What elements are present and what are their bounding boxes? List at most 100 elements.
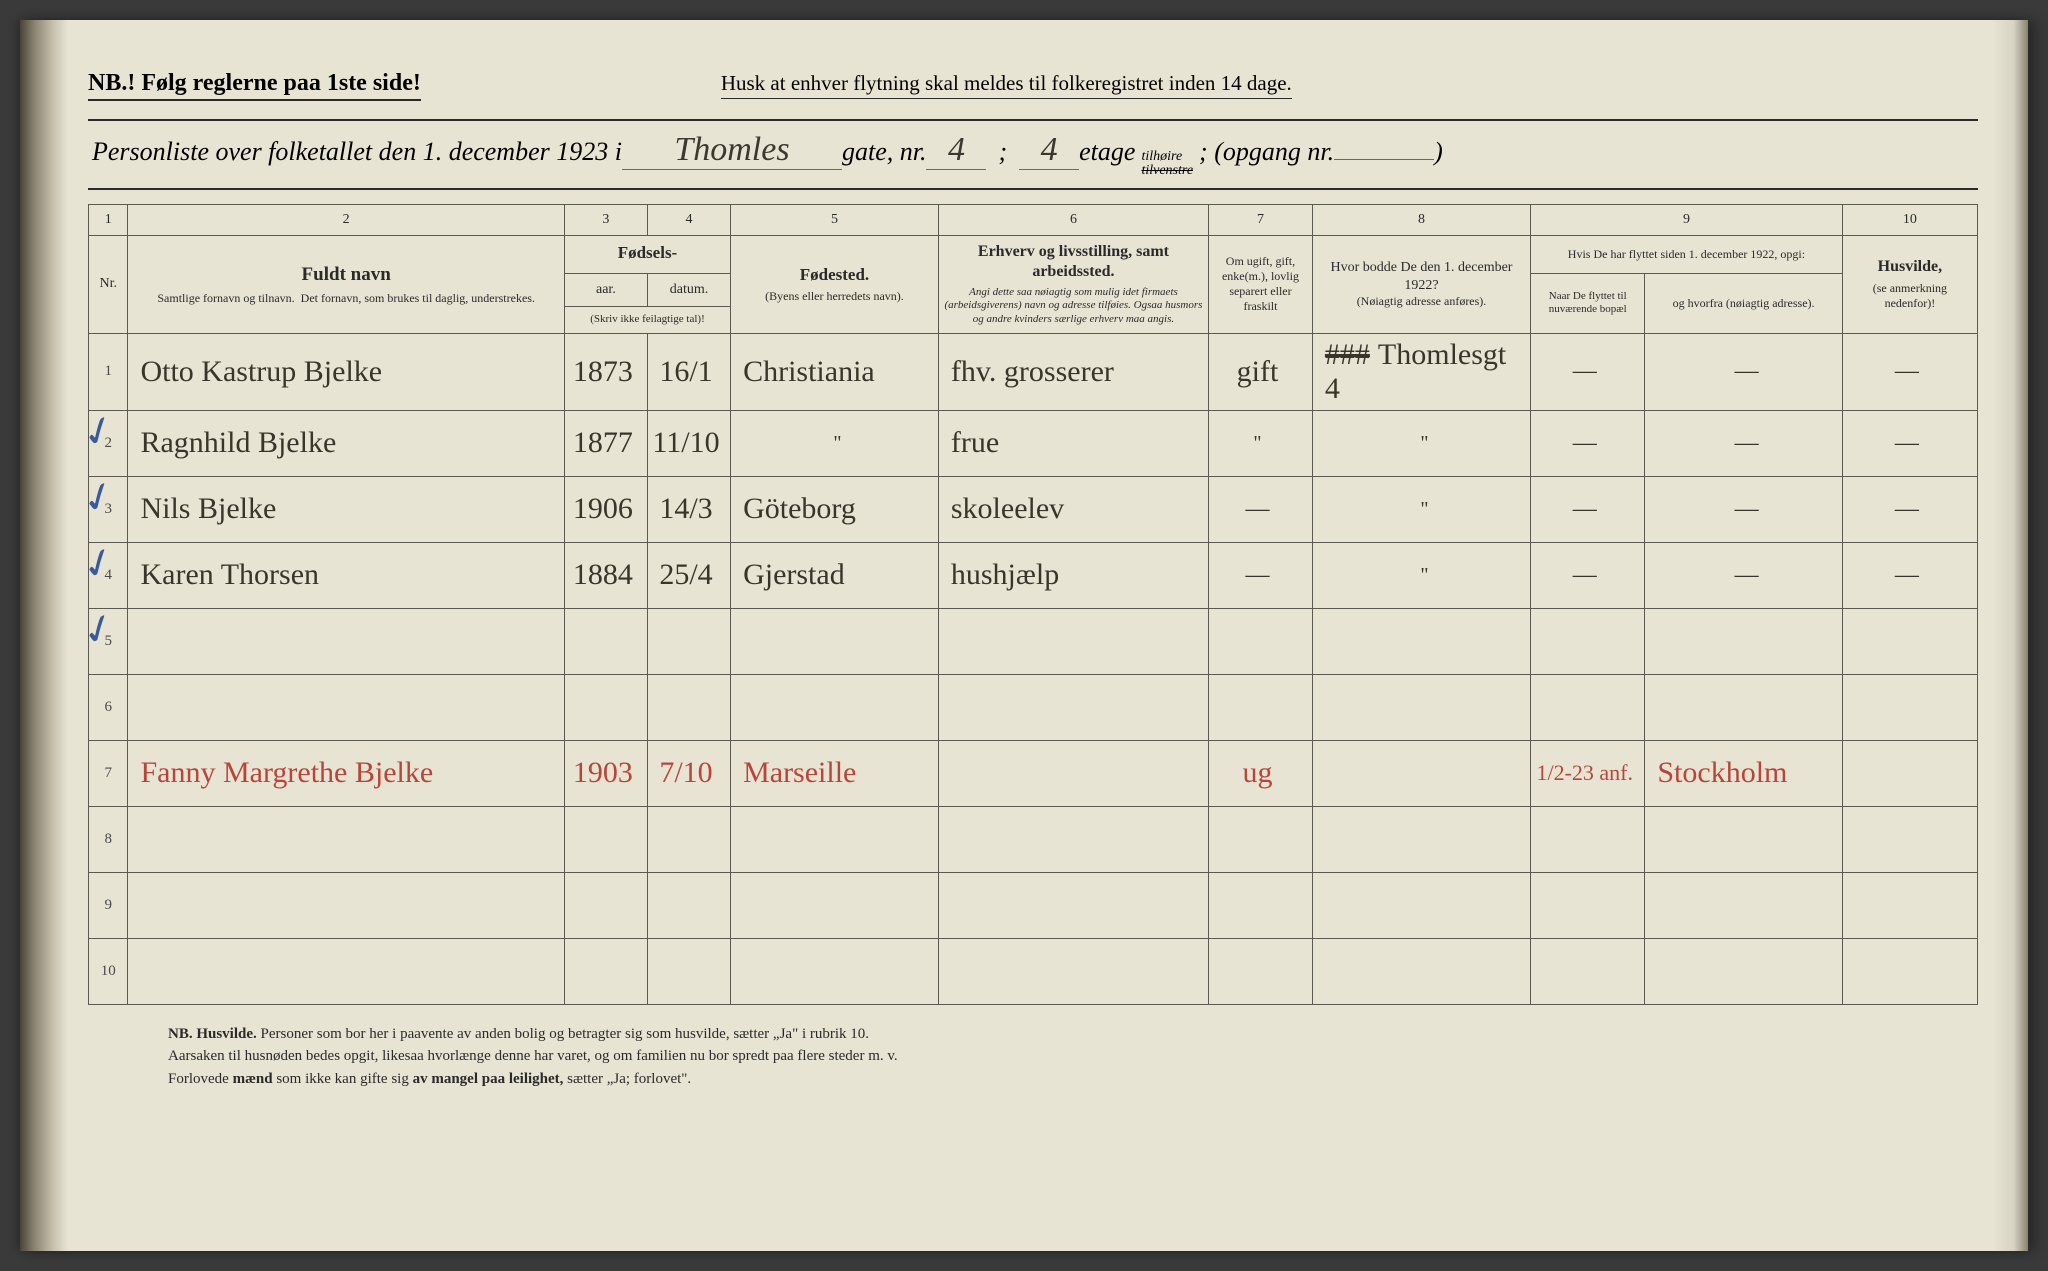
row-husv: — bbox=[1842, 542, 1977, 608]
row-sted: Christiania bbox=[731, 333, 939, 410]
row-datum: 16/1 bbox=[647, 333, 730, 410]
row-nr: 6 bbox=[89, 674, 128, 740]
row-name bbox=[128, 608, 564, 674]
footer-l1: Personer som bor her i paavente av anden… bbox=[261, 1026, 869, 1042]
row-name: Otto Kastrup Bjelke bbox=[128, 333, 564, 410]
row-erhverv bbox=[938, 806, 1208, 872]
row-aar: 1884 bbox=[564, 542, 647, 608]
row-name bbox=[128, 872, 564, 938]
datum-head: datum. bbox=[647, 273, 730, 306]
row-gift bbox=[1209, 674, 1313, 740]
row-name: Fanny Margrethe Bjelke bbox=[128, 740, 564, 806]
skriv-head: (Skriv ikke feilagtige tal)! bbox=[564, 307, 730, 334]
row-nr: 8 bbox=[89, 806, 128, 872]
row-gift bbox=[1209, 938, 1313, 1004]
title-row: Personliste over folketallet den 1. dece… bbox=[88, 119, 1978, 190]
row-husv: — bbox=[1842, 476, 1977, 542]
row-sted: Gjerstad bbox=[731, 542, 939, 608]
etage-nr: 4 bbox=[1019, 131, 1079, 170]
table-row: 6 bbox=[89, 674, 1978, 740]
row-erhverv: frue bbox=[938, 410, 1208, 476]
row-husv bbox=[1842, 872, 1977, 938]
row-sted bbox=[731, 608, 939, 674]
row-nr: 7 bbox=[89, 740, 128, 806]
row-bodde bbox=[1312, 806, 1530, 872]
row-hvorfra: — bbox=[1645, 333, 1842, 410]
table-row: 9 bbox=[89, 872, 1978, 938]
row-aar bbox=[564, 608, 647, 674]
hvorfra-head: og hvorfra (nøiagtig adresse). bbox=[1645, 273, 1842, 333]
row-datum bbox=[647, 806, 730, 872]
colnum: 3 bbox=[564, 205, 647, 236]
footer-l3e: sætter „Ja; forlovet". bbox=[567, 1071, 691, 1087]
colnum: 7 bbox=[1209, 205, 1313, 236]
semicolon: ; bbox=[998, 137, 1007, 167]
row-gift: gift bbox=[1209, 333, 1313, 410]
table-body: 1Otto Kastrup Bjelke187316/1Christianiaf… bbox=[89, 333, 1978, 1004]
document-page: NB.! Følg reglerne paa 1ste side! Husk a… bbox=[20, 20, 2028, 1251]
colnum: 5 bbox=[731, 205, 939, 236]
row-hvorfra: — bbox=[1645, 542, 1842, 608]
row-husv bbox=[1842, 674, 1977, 740]
row-hvorfra bbox=[1645, 674, 1842, 740]
table-row: 4Karen Thorsen188425/4Gjerstadhushjælp—"… bbox=[89, 542, 1978, 608]
row-erhverv: fhv. grosserer bbox=[938, 333, 1208, 410]
colnum: 8 bbox=[1312, 205, 1530, 236]
fuldt-navn-head: Fuldt navn Samtlige fornavn og tilnavn. … bbox=[128, 235, 564, 333]
row-gift: — bbox=[1209, 542, 1313, 608]
row-aar: 1873 bbox=[564, 333, 647, 410]
page-content: NB.! Følg reglerne paa 1ste side! Husk a… bbox=[88, 70, 1978, 1211]
row-erhverv: skoleelev bbox=[938, 476, 1208, 542]
tilhoire-stack: tilhøire tilvenstre bbox=[1141, 150, 1193, 178]
row-naar: — bbox=[1531, 542, 1645, 608]
row-erhverv bbox=[938, 740, 1208, 806]
row-sted bbox=[731, 938, 939, 1004]
col-number-row: 1 2 3 4 5 6 7 8 9 10 bbox=[89, 205, 1978, 236]
row-bodde: ###Thomlesgt 4 bbox=[1312, 333, 1530, 410]
row-datum bbox=[647, 938, 730, 1004]
row-sted bbox=[731, 674, 939, 740]
row-bodde: " bbox=[1312, 476, 1530, 542]
row-husv bbox=[1842, 608, 1977, 674]
row-aar: 1877 bbox=[564, 410, 647, 476]
row-aar bbox=[564, 674, 647, 740]
row-naar: — bbox=[1531, 410, 1645, 476]
row-hvorfra: Stockholm bbox=[1645, 740, 1842, 806]
row-husv bbox=[1842, 938, 1977, 1004]
row-naar bbox=[1531, 608, 1645, 674]
footer-l3a: Forlovede bbox=[168, 1071, 233, 1087]
row-gift bbox=[1209, 872, 1313, 938]
row-gift: — bbox=[1209, 476, 1313, 542]
row-datum: 7/10 bbox=[647, 740, 730, 806]
row-name: Karen Thorsen bbox=[128, 542, 564, 608]
header-row-1: Nr. Fuldt navn Samtlige fornavn og tilna… bbox=[89, 235, 1978, 273]
row-gift: " bbox=[1209, 410, 1313, 476]
hvis-head: Hvis De har flyttet siden 1. december 19… bbox=[1531, 235, 1843, 273]
footer-l3d: av mangel paa leilighet, bbox=[413, 1071, 564, 1087]
colnum: 4 bbox=[647, 205, 730, 236]
row-hvorfra bbox=[1645, 608, 1842, 674]
hvor-bodde-head: Hvor bodde De den 1. december 1922? (Nøi… bbox=[1312, 235, 1530, 333]
row-bodde bbox=[1312, 674, 1530, 740]
row-bodde: " bbox=[1312, 542, 1530, 608]
row-gift bbox=[1209, 806, 1313, 872]
naar-head: Naar De flyttet til nuværende bopæl bbox=[1531, 273, 1645, 333]
closing-paren: ) bbox=[1434, 137, 1443, 167]
table-row: 3Nils Bjelke190614/3Göteborgskoleelev—"—… bbox=[89, 476, 1978, 542]
footer-l3c: som ikke kan gifte sig bbox=[276, 1071, 412, 1087]
table-row: 1Otto Kastrup Bjelke187316/1Christianiaf… bbox=[89, 333, 1978, 410]
footer-note: NB. Husvilde. Personer som bor her i paa… bbox=[88, 1023, 1978, 1091]
row-gift bbox=[1209, 608, 1313, 674]
row-naar: — bbox=[1531, 333, 1645, 410]
row-husv bbox=[1842, 740, 1977, 806]
row-name bbox=[128, 674, 564, 740]
row-husv: — bbox=[1842, 410, 1977, 476]
fodested-head: Fødested. (Byens eller herredets navn). bbox=[731, 235, 939, 333]
row-name bbox=[128, 806, 564, 872]
nb-header: NB.! Følg reglerne paa 1ste side! bbox=[88, 70, 421, 101]
tilhoire: tilhøire bbox=[1141, 150, 1193, 164]
row-datum: 25/4 bbox=[647, 542, 730, 608]
row-datum: 14/3 bbox=[647, 476, 730, 542]
row-bodde bbox=[1312, 608, 1530, 674]
row-erhverv bbox=[938, 674, 1208, 740]
